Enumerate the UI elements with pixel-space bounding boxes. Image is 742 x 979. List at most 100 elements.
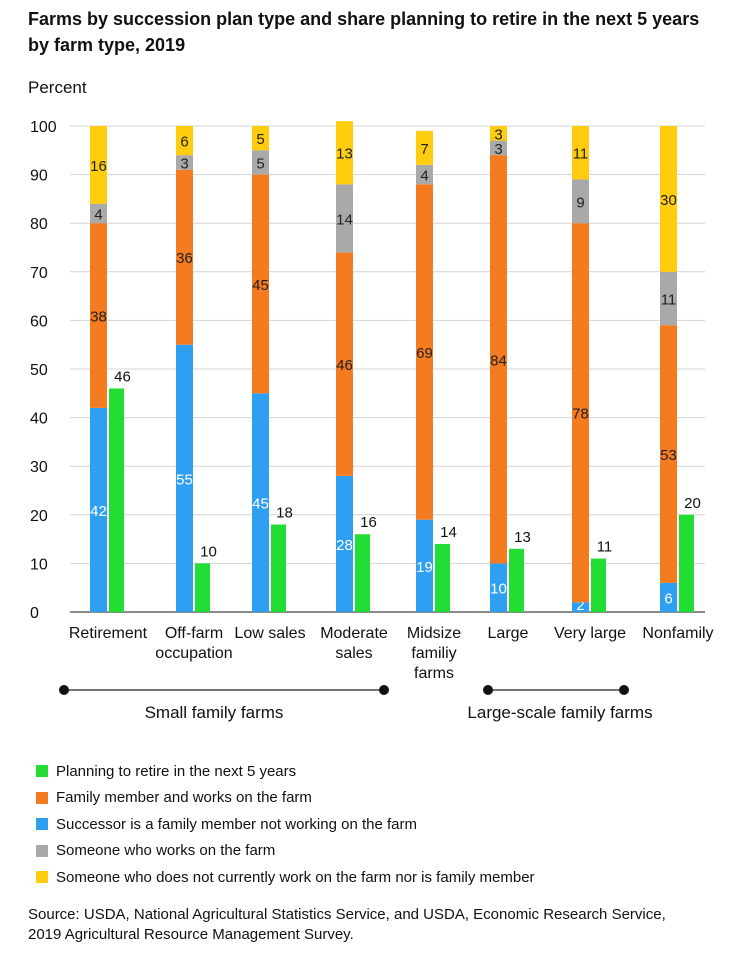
x-category-label: Very large xyxy=(554,625,626,642)
bar-segment xyxy=(336,252,353,476)
data-label: 42 xyxy=(90,503,107,520)
legend-swatch xyxy=(36,818,48,831)
y-tick-label: 90 xyxy=(30,168,48,185)
data-label: 10 xyxy=(490,581,507,598)
bar-segment xyxy=(572,126,589,180)
data-label: 84 xyxy=(490,352,507,369)
retire-value-label: 13 xyxy=(514,529,531,546)
x-category-label: Off-farm occupation xyxy=(155,625,232,662)
y-tick-label: 0 xyxy=(30,605,39,622)
y-axis-unit-label: Percent xyxy=(28,78,87,97)
large-farms-bracket-end xyxy=(619,685,629,695)
x-category-label: Nonfamily xyxy=(642,625,713,642)
bar-segment xyxy=(490,126,507,141)
data-label: 11 xyxy=(573,146,589,163)
x-category-label-line: Very large xyxy=(554,625,626,642)
x-category-label-line: occupation xyxy=(155,645,232,662)
bar-segment xyxy=(176,155,193,170)
legend-swatch xyxy=(36,844,48,857)
bar-segment xyxy=(252,126,269,151)
retire-bar xyxy=(355,534,370,612)
data-label: 2 xyxy=(576,597,584,614)
data-label: 3 xyxy=(180,155,188,172)
x-category-label: Large xyxy=(488,625,529,642)
y-tick-label: 50 xyxy=(30,362,48,379)
legend-item-family-not-working: Successor is a family member not working… xyxy=(36,811,535,838)
data-label: 11 xyxy=(661,292,677,309)
data-label: 36 xyxy=(176,250,193,267)
retire-value-label: 14 xyxy=(440,524,457,541)
x-category-label-line: Off-farm xyxy=(165,625,223,642)
bar-segment xyxy=(336,121,353,185)
data-label: 38 xyxy=(90,309,107,326)
group-label-large-scale-family-farms: Large-scale family farms xyxy=(467,703,652,722)
small-farms-bracket-start xyxy=(59,685,69,695)
data-label: 53 xyxy=(660,447,677,464)
x-category-label: Moderate sales xyxy=(320,625,388,662)
bar-segment xyxy=(252,150,269,175)
bar-segment xyxy=(416,184,433,520)
retire-value-label: 18 xyxy=(276,505,293,522)
bar-segment xyxy=(416,164,433,185)
legend-swatch xyxy=(36,765,48,778)
y-axis-ticks: 0 10 20 30 40 50 60 70 80 90 100 xyxy=(30,119,57,622)
bar-segment xyxy=(416,519,433,612)
legend-swatch xyxy=(36,791,48,804)
legend-label: Someone who works on the farm xyxy=(56,842,276,860)
bar-segment xyxy=(490,563,507,612)
bar-segment xyxy=(176,344,193,612)
bar-segment xyxy=(90,407,107,612)
retire-bar xyxy=(509,548,524,612)
data-label: 6 xyxy=(664,590,672,607)
y-tick-label: 60 xyxy=(30,313,48,330)
chart-title: Farms by succession plan type and share … xyxy=(28,9,700,55)
source-note: Source: USDA, National Agricultural Stat… xyxy=(28,906,666,943)
gridlines xyxy=(70,125,705,613)
bar-segment xyxy=(490,140,507,156)
data-label: 55 xyxy=(176,471,193,488)
bar-segment xyxy=(90,203,107,224)
x-category-label: Retirement xyxy=(69,625,148,642)
retire-value-label: 10 xyxy=(200,543,217,560)
bar-segment xyxy=(176,126,193,156)
bar-segment xyxy=(336,475,353,612)
data-label: 9 xyxy=(576,194,584,211)
bar-segment xyxy=(416,130,433,165)
legend-label: Someone who does not currently work on t… xyxy=(56,868,535,886)
legend-item-outsider: Someone who does not currently work on t… xyxy=(36,864,535,891)
data-label: 13 xyxy=(336,146,353,163)
retire-bar xyxy=(591,558,606,612)
bar-segment xyxy=(572,179,589,224)
group-label-small-family-farms: Small family farms xyxy=(145,703,284,722)
data-label: 3 xyxy=(494,141,502,158)
retire-value-label: 46 xyxy=(114,368,131,385)
legend-label: Family member and works on the farm xyxy=(56,789,312,807)
x-category-label-line: Nonfamily xyxy=(642,625,713,642)
data-label: 5 xyxy=(256,131,264,148)
retire-bar xyxy=(109,388,124,612)
y-tick-label: 100 xyxy=(30,119,57,136)
legend-item-works-on-farm: Someone who works on the farm xyxy=(36,838,535,865)
small-farms-bracket-end xyxy=(379,685,389,695)
retire-bar xyxy=(271,524,286,612)
retire-bar xyxy=(435,543,450,612)
legend-label: Successor is a family member not working… xyxy=(56,815,417,833)
data-label: 46 xyxy=(336,357,353,374)
retire-bar xyxy=(195,563,210,612)
y-tick-label: 70 xyxy=(30,265,48,282)
data-label: 45 xyxy=(252,277,269,294)
data-label: 4 xyxy=(94,206,102,223)
bar-segment xyxy=(252,174,269,394)
y-tick-label: 40 xyxy=(30,411,48,428)
data-label: 30 xyxy=(660,192,677,209)
data-label: 78 xyxy=(572,406,589,423)
bar-segment xyxy=(252,393,269,612)
bar-segment xyxy=(660,126,677,272)
x-category-label-line: familiy xyxy=(411,645,456,662)
x-category-label-line: farms xyxy=(414,665,454,682)
data-label: 19 xyxy=(416,559,433,576)
x-category-label: Low sales xyxy=(234,625,305,642)
bar-segment xyxy=(490,155,507,564)
data-label: 6 xyxy=(180,134,188,151)
